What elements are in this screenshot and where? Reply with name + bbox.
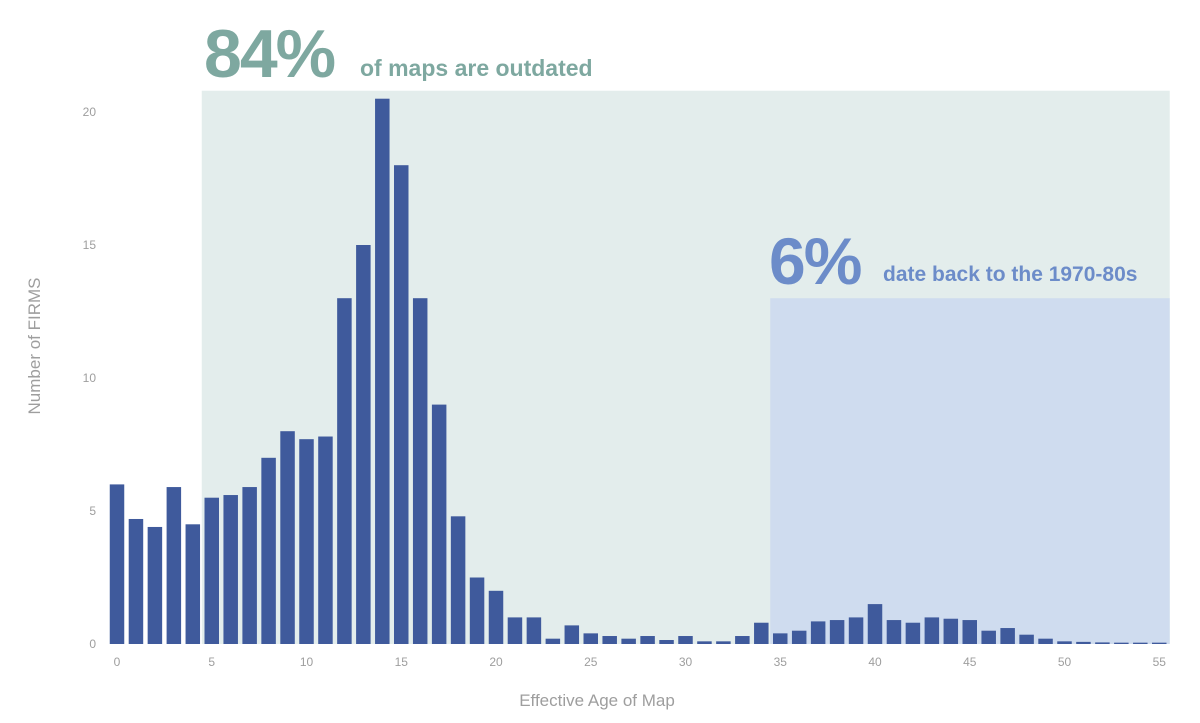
outdated-caption: of maps are outdated	[360, 55, 593, 81]
bar-age-55	[1152, 642, 1167, 644]
bar-age-31	[697, 641, 712, 644]
bar-age-47	[1000, 628, 1015, 644]
outdated-percent: 84%	[204, 16, 335, 92]
bar-age-51	[1076, 641, 1091, 644]
y-axis-label: Number of FIRMS	[25, 278, 44, 415]
x-axis: 0 5 10 15 20 25 30 35 40 45 50 55	[114, 655, 1167, 669]
bar-age-17	[431, 404, 447, 644]
bar-age-15	[394, 165, 409, 644]
x-tick-label: 40	[868, 655, 882, 669]
bar-age-7	[242, 487, 257, 644]
bar-age-26	[602, 636, 617, 644]
bar-age-40	[867, 604, 883, 644]
x-tick-label: 45	[963, 655, 977, 669]
bar-age-33	[735, 636, 750, 644]
bar-age-38	[829, 620, 845, 644]
x-tick-label: 25	[584, 655, 598, 669]
bar-age-3	[166, 487, 182, 644]
bar-age-48	[1019, 634, 1034, 644]
y-axis: 0 5 10 15 20	[83, 105, 97, 651]
x-tick-label: 50	[1058, 655, 1072, 669]
bar-age-19	[469, 577, 485, 644]
x-tick-label: 0	[114, 655, 121, 669]
bar-age-29	[659, 640, 674, 644]
bar-age-50	[1057, 641, 1072, 644]
x-tick-label: 15	[395, 655, 409, 669]
bar-age-32	[716, 641, 731, 644]
bar-series	[109, 98, 1167, 644]
bar-age-12	[337, 298, 352, 644]
y-tick-label: 15	[83, 238, 97, 252]
x-tick-label: 55	[1153, 655, 1167, 669]
bar-age-37	[810, 621, 826, 644]
bar-age-6	[223, 495, 238, 644]
old-maps-band	[770, 298, 1170, 644]
bar-age-23	[545, 638, 561, 644]
bar-age-43	[924, 617, 940, 644]
bar-age-42	[905, 622, 921, 644]
bar-age-35	[773, 633, 788, 644]
bar-age-21	[507, 617, 523, 644]
bar-age-0	[109, 484, 125, 644]
bar-age-8	[261, 457, 276, 644]
bar-age-45	[962, 620, 977, 644]
x-tick-label: 35	[774, 655, 788, 669]
bar-age-49	[1038, 638, 1053, 644]
outdated-annotation: 84% of maps are outdated	[204, 16, 593, 92]
bar-age-39	[848, 617, 864, 644]
bar-age-54	[1133, 642, 1148, 644]
bar-age-53	[1114, 642, 1129, 644]
bar-age-4	[185, 524, 201, 644]
bar-age-14	[375, 98, 390, 644]
x-tick-label: 10	[300, 655, 314, 669]
y-tick-label: 10	[83, 371, 97, 385]
bar-age-2	[147, 526, 163, 644]
bar-age-25	[583, 633, 598, 644]
bar-age-20	[488, 590, 504, 644]
bar-age-28	[640, 636, 655, 644]
bar-age-44	[943, 618, 959, 644]
bar-age-52	[1095, 642, 1110, 644]
bar-age-34	[754, 622, 769, 644]
bar-age-16	[412, 298, 428, 644]
y-tick-label: 0	[89, 637, 96, 651]
bar-age-22	[526, 617, 542, 644]
old-annotation: 6% date back to the 1970-80s	[769, 224, 1137, 298]
bar-age-41	[886, 620, 902, 644]
bar-age-27	[621, 638, 636, 644]
bar-age-5	[204, 497, 219, 644]
bar-age-46	[981, 630, 996, 644]
bar-age-36	[791, 630, 807, 644]
y-tick-label: 5	[89, 504, 96, 518]
bar-age-13	[356, 245, 371, 644]
bar-age-9	[280, 431, 295, 644]
bar-age-18	[450, 516, 466, 644]
x-tick-label: 30	[679, 655, 693, 669]
bar-age-24	[564, 625, 580, 644]
x-axis-label: Effective Age of Map	[519, 691, 675, 710]
x-tick-label: 20	[489, 655, 503, 669]
bar-age-1	[128, 518, 144, 644]
x-tick-label: 5	[208, 655, 215, 669]
bar-age-30	[678, 636, 693, 644]
old-percent: 6%	[769, 224, 861, 298]
bar-age-10	[299, 439, 314, 644]
old-caption: date back to the 1970-80s	[883, 263, 1137, 286]
y-tick-label: 20	[83, 105, 97, 119]
bar-age-11	[318, 436, 333, 644]
